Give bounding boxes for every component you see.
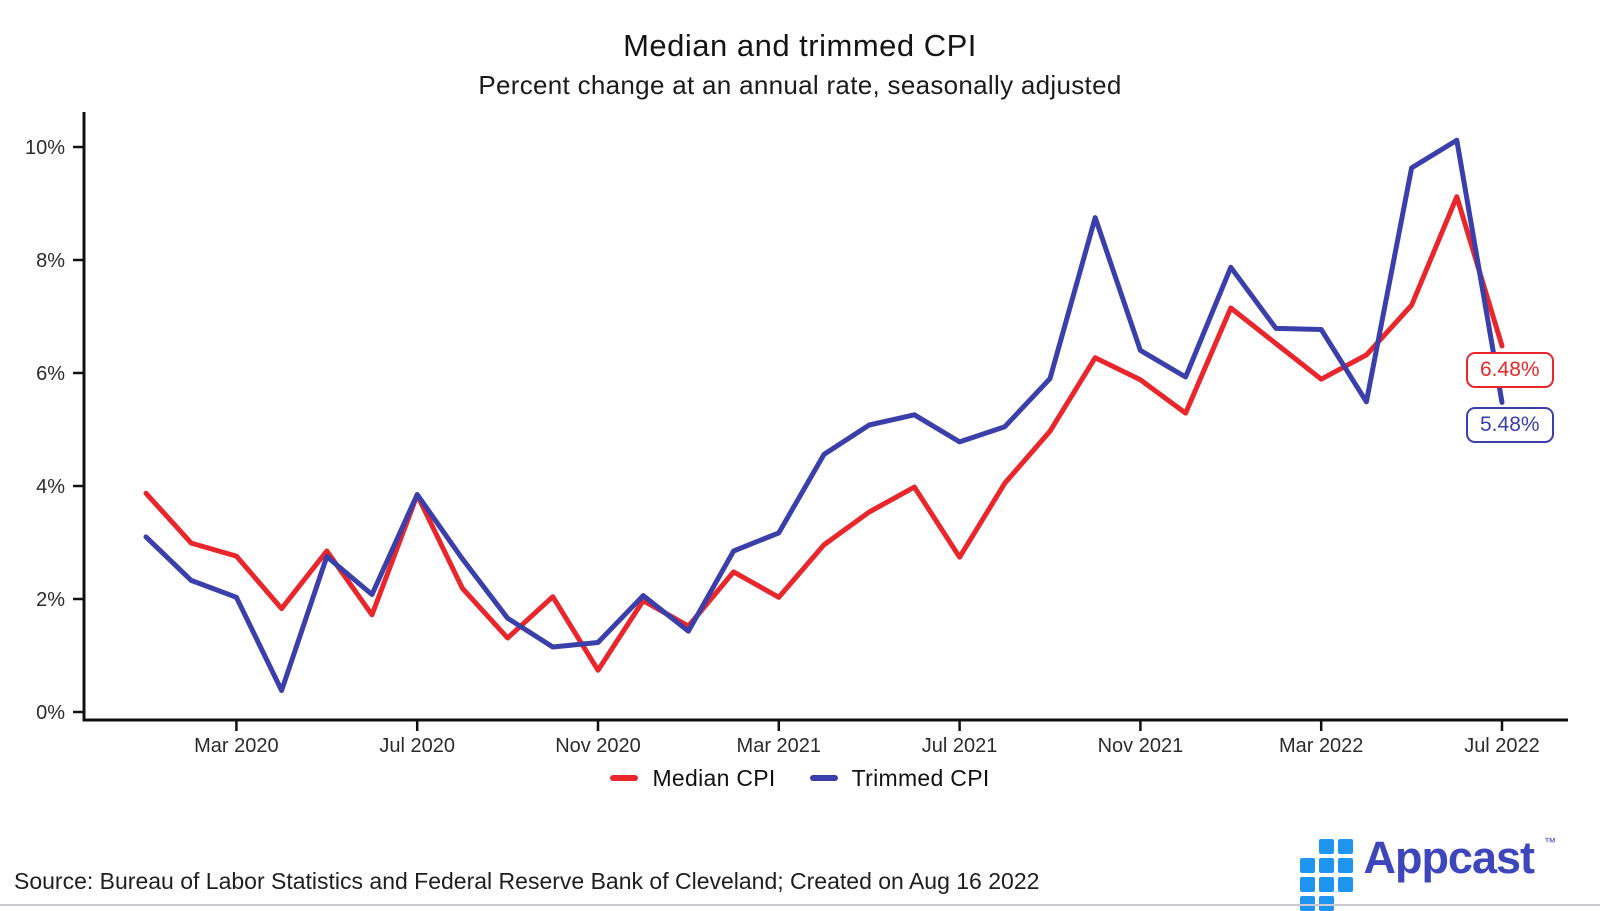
appcast-logo-text: Appcast — [1363, 832, 1535, 883]
trimmed-cpi-swatch — [809, 775, 838, 781]
x-axis-tick-label: Nov 2020 — [555, 735, 641, 757]
y-axis-tick-label: 2% — [36, 589, 65, 611]
x-axis-tick-label: Jul 2021 — [922, 735, 998, 757]
median-cpi-line — [143, 194, 1505, 673]
median-cpi-end-value-badge: 6.48% — [1466, 352, 1554, 389]
trimmed-cpi-line — [143, 137, 1505, 693]
appcast-logo-icon — [1300, 839, 1354, 911]
trademark-symbol: ™ — [1544, 835, 1556, 849]
chart-title: Median and trimmed CPI — [623, 28, 977, 63]
x-axis-tick-label: Nov 2021 — [1098, 735, 1184, 757]
x-axis-tick-label: Jul 2020 — [379, 735, 455, 757]
legend-item-median-cpi: Median CPI — [610, 765, 775, 792]
legend-item-trimmed-cpi: Trimmed CPI — [809, 764, 990, 792]
median-cpi-swatch — [610, 775, 639, 781]
y-axis-tick-label: 10% — [25, 137, 65, 159]
y-axis-tick-label: 8% — [36, 250, 65, 272]
chart-canvas: 0% 2% 4% 6% 8% 10% Mar 2020 Jul 2020 Nov 2020 Mar… — [25, 112, 1568, 757]
y-axis-tick-label: 6% — [36, 363, 65, 385]
x-axis-tick-label: Mar 2020 — [194, 735, 279, 757]
x-axis-tick-label: Jul 2022 — [1464, 735, 1540, 757]
source-note: Source: Bureau of Labor Statistics and F… — [14, 868, 1040, 894]
x-axis-tick-label: Mar 2021 — [737, 735, 822, 757]
legend-label-trimmed-cpi: Trimmed CPI — [851, 764, 990, 791]
x-axis-tick-label: Mar 2022 — [1279, 735, 1364, 757]
y-axis-tick-label: 0% — [36, 702, 65, 724]
trimmed-cpi-end-value-badge: 5.48% — [1466, 407, 1554, 444]
appcast-logo: Appcast ™ — [1300, 833, 1556, 911]
chart-legend: Median CPI Trimmed CPI — [0, 760, 1600, 796]
chart-subtitle: Percent change at an annual rate, season… — [478, 70, 1122, 100]
legend-label-median-cpi: Median CPI — [652, 764, 776, 791]
y-axis-tick-label: 4% — [36, 476, 65, 498]
footer-divider — [0, 904, 1600, 906]
